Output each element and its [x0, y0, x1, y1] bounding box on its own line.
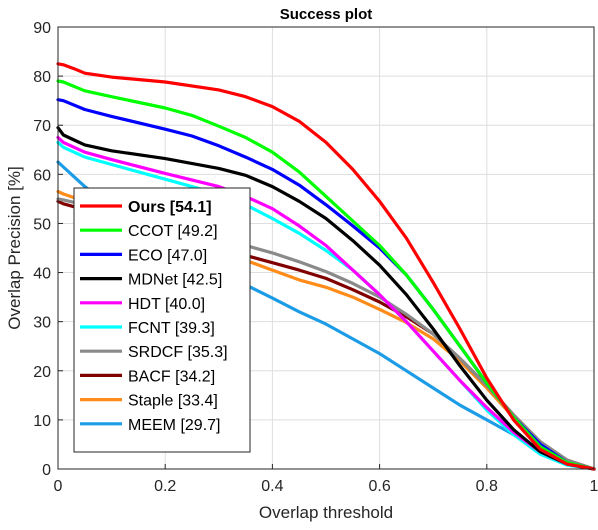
y-tick-label: 50 [33, 216, 51, 233]
x-tick-label: 1 [590, 478, 598, 495]
legend-label: Ours [54.1] [128, 199, 212, 216]
legend-label: BACF [34.2] [128, 368, 215, 385]
series-layer [56, 62, 596, 471]
series-line-mdnet [56, 126, 596, 471]
legend-label: MDNet [42.5] [128, 272, 222, 289]
x-tick-label: 0.8 [476, 478, 498, 495]
legend-box [73, 187, 251, 453]
y-tick-label: 80 [33, 69, 51, 86]
y-tick-label: 90 [33, 20, 51, 37]
y-tick-label: 40 [33, 266, 51, 283]
y-axis-label: Overlap Precision [%] [5, 166, 24, 329]
legend-label: CCOT [49.2] [128, 223, 218, 240]
series-line-ours [56, 62, 596, 471]
series-line-fcnt [56, 140, 596, 471]
legend-label: Staple [33.4] [128, 393, 218, 410]
y-tick-label: 30 [33, 315, 51, 332]
legend-label: FCNT [39.3] [128, 320, 215, 337]
series-line-hdt [56, 135, 596, 471]
legend-label: SRDCF [35.3] [128, 344, 228, 361]
x-tick-label: 0 [54, 478, 63, 495]
x-axis-label: Overlap threshold [259, 503, 393, 522]
legend-label: ECO [47.0] [128, 247, 207, 264]
x-tick-label: 0.2 [154, 478, 176, 495]
plot-frame [57, 26, 595, 470]
legend-label: MEEM [29.7] [128, 417, 220, 434]
x-tick-label: 0.6 [368, 478, 390, 495]
y-tick-label: 60 [33, 167, 51, 184]
chart-title: Success plot [280, 6, 373, 23]
legend-label: HDT [40.0] [128, 296, 205, 313]
x-tick-label: 0.4 [261, 478, 283, 495]
y-tick-label: 10 [33, 413, 51, 430]
legend: Ours [54.1] CCOT [49.2] ECO [47.0] MDNet [4… [73, 187, 251, 453]
y-tick-label: 70 [33, 118, 51, 135]
legend-entries: Ours [54.1] CCOT [49.2] ECO [47.0] MDNet [4… [80, 199, 228, 434]
y-tick-label: 20 [33, 364, 51, 381]
y-tick-label: 0 [42, 462, 51, 479]
